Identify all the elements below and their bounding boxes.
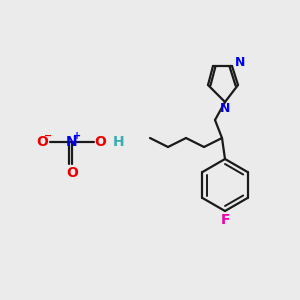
Text: H: H — [113, 135, 125, 149]
Text: +: + — [73, 131, 81, 141]
Text: −: − — [44, 131, 52, 141]
Text: F: F — [220, 213, 230, 227]
Text: N: N — [220, 103, 230, 116]
Text: N: N — [235, 56, 245, 70]
Text: O: O — [36, 135, 48, 149]
Text: N: N — [66, 135, 78, 149]
Text: O: O — [66, 166, 78, 180]
Text: O: O — [94, 135, 106, 149]
